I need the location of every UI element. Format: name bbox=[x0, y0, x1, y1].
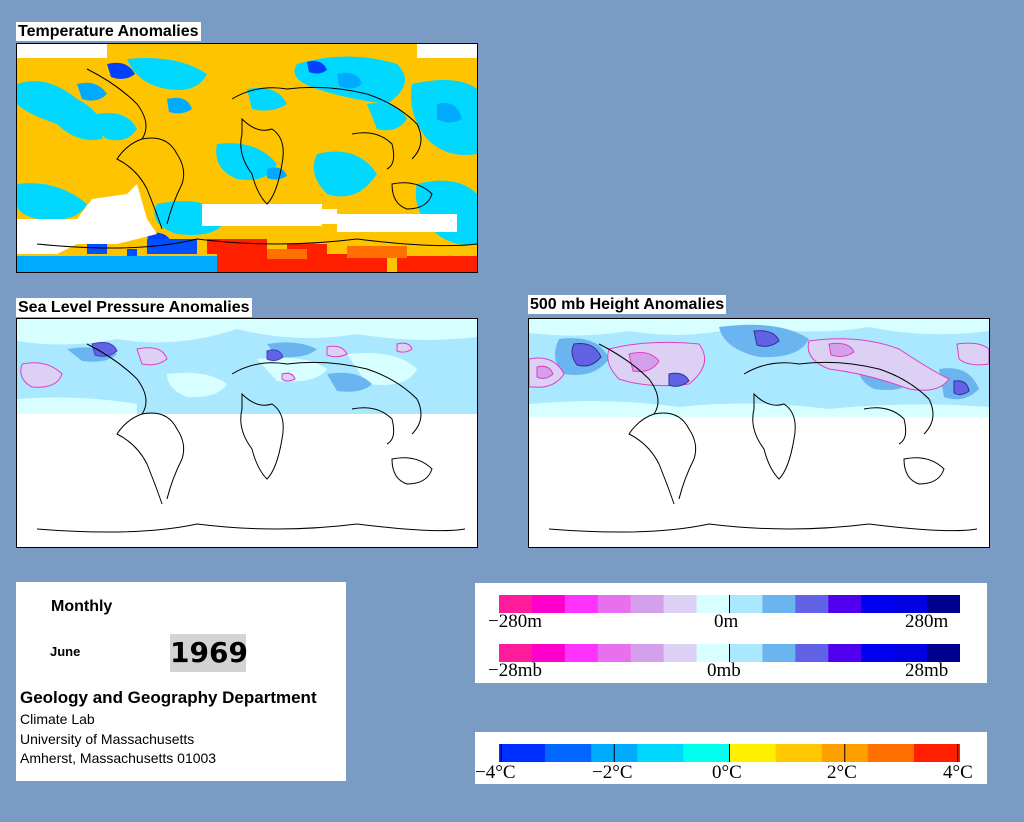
temperature-anomalies-title: Temperature Anomalies bbox=[16, 22, 201, 41]
pressure-scale-swatch bbox=[861, 644, 895, 662]
temp-label-minus4: −4°C bbox=[475, 762, 516, 783]
height-scale-swatch bbox=[762, 595, 796, 613]
temperature-scale-swatch bbox=[867, 744, 915, 762]
address-line: Amherst, Massachusetts 01003 bbox=[20, 750, 217, 766]
sea-level-pressure-anomalies-title: Sea Level Pressure Anomalies bbox=[16, 298, 252, 317]
pressure-scale-swatch bbox=[597, 644, 632, 662]
temperature-scale-swatch bbox=[637, 744, 684, 762]
lab-name: Climate Lab bbox=[20, 711, 95, 727]
pressure-scale-swatch bbox=[630, 644, 665, 662]
temp-label-0: 0°C bbox=[712, 762, 742, 783]
temp-label-2: 2°C bbox=[827, 762, 857, 783]
pressure-scale-swatch bbox=[894, 644, 928, 662]
500mb-height-anomaly-map bbox=[528, 318, 990, 548]
pressure-scale-swatch bbox=[696, 644, 730, 662]
info-panel: Monthly June 1969 Geology and Geography … bbox=[16, 582, 346, 781]
pressure-scale-swatch bbox=[762, 644, 796, 662]
temperature-scale-swatch bbox=[499, 744, 546, 762]
sea-level-pressure-anomaly-map bbox=[16, 318, 478, 548]
temperature-scale-swatch bbox=[545, 744, 592, 762]
temperature-scale-swatch bbox=[913, 744, 961, 762]
temp-label-4: 4°C bbox=[943, 762, 973, 783]
height-scale-swatch bbox=[531, 595, 566, 613]
height-scale-swatch bbox=[597, 595, 632, 613]
pressure-mid-label: 0mb bbox=[707, 660, 741, 681]
pressure-scale-swatch bbox=[828, 644, 862, 662]
height-min-label: −280m bbox=[488, 611, 542, 632]
period-label: Monthly bbox=[51, 598, 113, 615]
500mb-height-anomalies-title: 500 mb Height Anomalies bbox=[528, 295, 727, 314]
height-max-label: 280m bbox=[905, 611, 949, 632]
temperature-anomaly-map bbox=[16, 43, 478, 273]
pressure-scale-swatch bbox=[663, 644, 698, 662]
pressure-scale-swatch bbox=[795, 644, 829, 662]
temperature-scale-swatch bbox=[683, 744, 730, 762]
pressure-color-scale bbox=[499, 644, 961, 667]
month-label: June bbox=[50, 644, 81, 659]
height-color-scale bbox=[499, 595, 961, 618]
height-scale-swatch bbox=[894, 595, 928, 613]
pressure-scale-swatch bbox=[531, 644, 566, 662]
height-scale-swatch bbox=[663, 595, 698, 613]
pressure-max-label: 28mb bbox=[905, 660, 949, 681]
pressure-scale-swatch bbox=[927, 644, 961, 662]
year-display: 1969 bbox=[170, 634, 248, 672]
height-pressure-legend: −280m 0m 280m −28mb 0mb 28mb bbox=[475, 583, 987, 683]
height-scale-swatch bbox=[499, 595, 533, 613]
temperature-scale-swatch bbox=[775, 744, 823, 762]
height-scale-swatch bbox=[795, 595, 829, 613]
pressure-min-label: −28mb bbox=[488, 660, 542, 681]
height-scale-swatch bbox=[630, 595, 665, 613]
department-name: Geology and Geography Department bbox=[20, 688, 317, 707]
pressure-scale-swatch bbox=[499, 644, 533, 662]
height-scale-swatch bbox=[828, 595, 862, 613]
temperature-legend: −4°C −2°C 0°C 2°C 4°C bbox=[475, 732, 987, 784]
height-mid-label: 0m bbox=[714, 611, 739, 632]
temp-label-minus2: −2°C bbox=[592, 762, 633, 783]
height-scale-swatch bbox=[861, 595, 895, 613]
height-scale-swatch bbox=[927, 595, 961, 613]
pressure-scale-swatch bbox=[729, 644, 763, 662]
temperature-color-scale bbox=[499, 744, 961, 767]
height-scale-swatch bbox=[564, 595, 599, 613]
height-scale-swatch bbox=[729, 595, 763, 613]
university-name: University of Massachusetts bbox=[20, 731, 195, 747]
temperature-scale-swatch bbox=[729, 744, 777, 762]
height-scale-swatch bbox=[696, 595, 730, 613]
pressure-scale-swatch bbox=[564, 644, 599, 662]
